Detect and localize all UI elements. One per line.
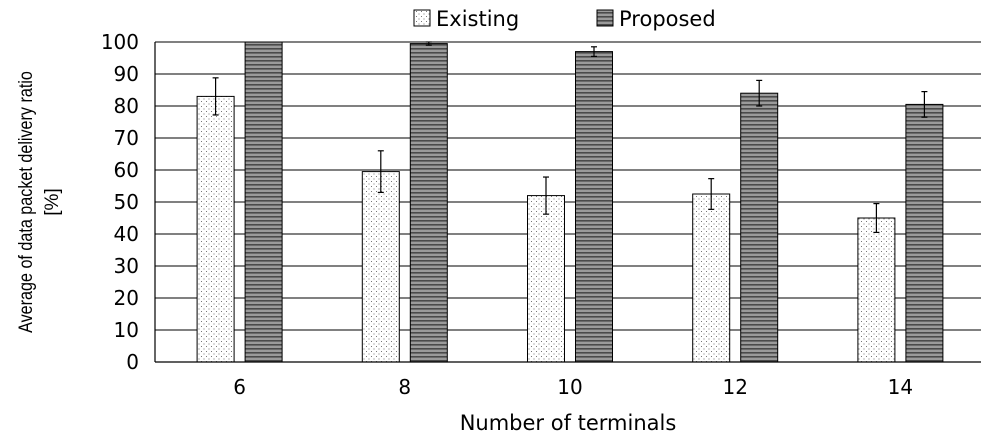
x-axis-label: Number of terminals xyxy=(460,411,677,435)
legend-swatch-existing xyxy=(413,9,431,27)
x-tick-label: 10 xyxy=(557,375,582,399)
bar-proposed-10 xyxy=(575,51,613,363)
legend-swatch-proposed xyxy=(596,9,614,27)
legend-label-proposed: Proposed xyxy=(619,7,716,31)
x-tick-labels: 6 8 10 12 14 xyxy=(233,375,913,399)
legend-label-existing: Existing xyxy=(436,7,519,31)
y-tick-label: 90 xyxy=(114,62,139,86)
y-tick-label: 20 xyxy=(114,286,139,310)
y-tick-label: 70 xyxy=(114,126,139,150)
bar-existing-8 xyxy=(361,171,400,363)
error-bars xyxy=(212,41,928,233)
bar-proposed-12 xyxy=(740,92,779,363)
y-tick-label: 80 xyxy=(114,94,139,118)
y-tick-label: 10 xyxy=(114,318,139,342)
x-tick-label: 6 xyxy=(233,375,246,399)
y-tick-label: 50 xyxy=(114,190,139,214)
y-axis-label-line-2: [%] xyxy=(42,188,63,215)
y-tick-label: 30 xyxy=(114,254,139,278)
y-tick-label: 40 xyxy=(114,222,139,246)
bar-proposed-14 xyxy=(905,103,944,363)
y-tick-label: 0 xyxy=(126,350,139,374)
bar-proposed-8 xyxy=(409,43,448,363)
bar-existing-6 xyxy=(196,95,235,363)
gridlines xyxy=(155,41,981,331)
y-axis-label: Average of data packet delivery ratio [%… xyxy=(15,71,63,333)
y-axis-label-line-1: Average of data packet delivery ratio xyxy=(15,71,37,333)
bar-existing-10 xyxy=(527,195,565,363)
x-tick-label: 12 xyxy=(722,375,747,399)
legend: Existing Proposed xyxy=(413,7,716,31)
bar-proposed-6 xyxy=(244,41,283,363)
y-tick-label: 100 xyxy=(101,30,139,54)
x-tick-label: 8 xyxy=(398,375,411,399)
bar-existing-12 xyxy=(692,193,731,363)
bar-existing-14 xyxy=(857,217,896,363)
y-tick-label: 60 xyxy=(114,158,139,182)
x-tick-label: 14 xyxy=(888,375,913,399)
y-tick-labels: 0 10 20 30 40 50 60 70 80 90 100 xyxy=(101,30,139,374)
